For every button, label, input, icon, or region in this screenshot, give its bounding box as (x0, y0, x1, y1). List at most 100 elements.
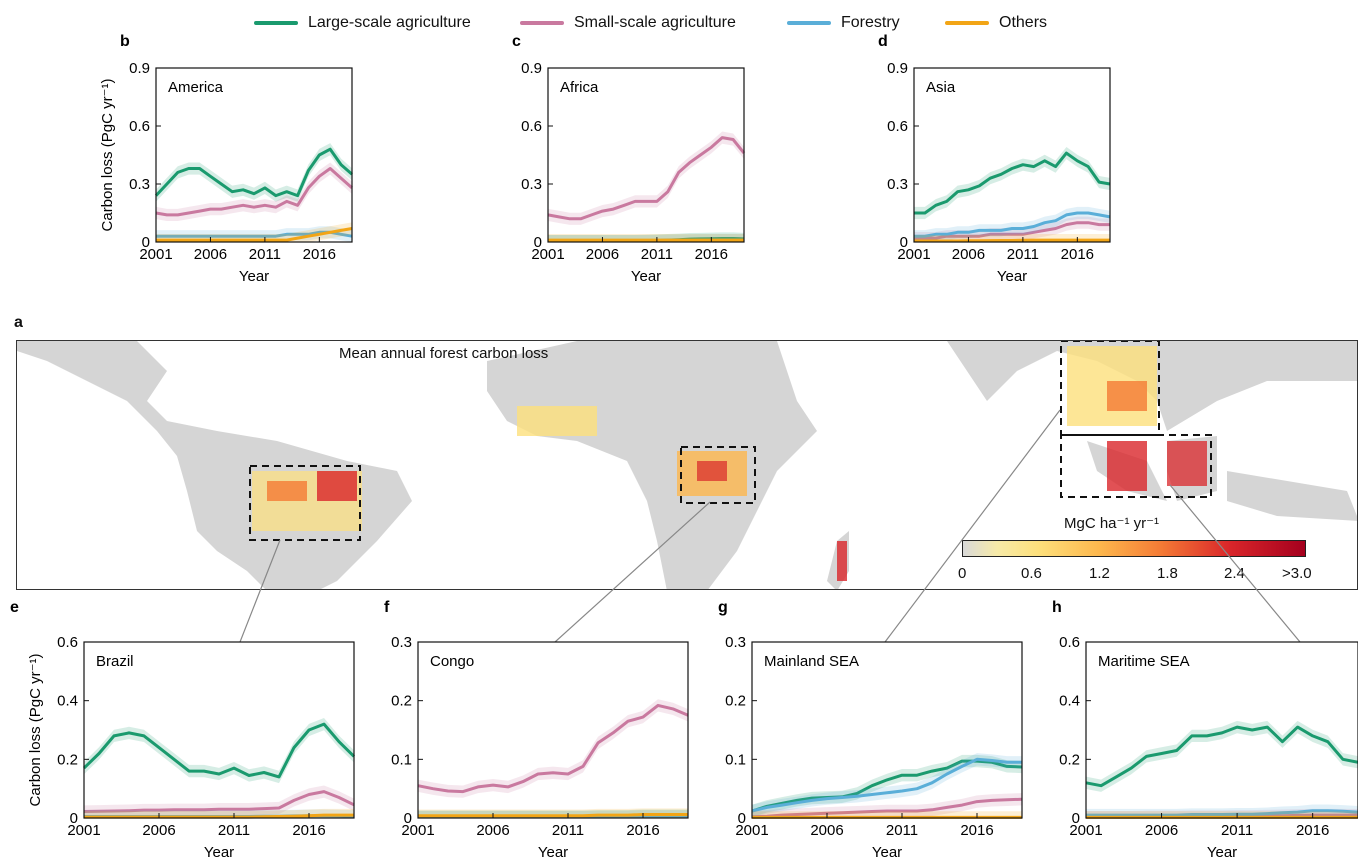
y-tick-label: 0.6 (521, 118, 542, 135)
legend-label: Small-scale agriculture (574, 14, 736, 31)
y-axis-label: Carbon loss (PgC yr⁻¹) (27, 654, 44, 807)
x-tick-label: 2006 (194, 246, 227, 263)
panel-letter-e: e (10, 599, 19, 616)
panel-letter-f: f (384, 599, 390, 616)
colorbar-label: MgC ha⁻¹ yr⁻¹ (1064, 515, 1160, 532)
series-line (156, 227, 353, 242)
panel-title: Africa (560, 79, 599, 96)
x-tick-label: 2011 (552, 822, 584, 839)
y-tick-label: 0.3 (391, 634, 412, 651)
series-line (156, 230, 353, 238)
map-box-congo (680, 446, 756, 504)
x-tick-label: 2001 (139, 246, 172, 263)
plot-frame (547, 67, 745, 243)
series-line (82, 722, 356, 779)
y-tick-label: 0 (142, 234, 150, 251)
chart-legend: Large-scale agriculture Small-scale agri… (0, 8, 1358, 38)
series-line (1086, 809, 1358, 817)
legend-label: Forestry (841, 14, 900, 31)
series-line (751, 759, 1023, 813)
map-region-boxes (249, 341, 1212, 541)
legend-swatch (520, 21, 564, 25)
x-tick-label: 2006 (586, 246, 619, 263)
series-band (752, 793, 1022, 818)
plot-frame (751, 641, 1023, 819)
x-tick-label: 2011 (1221, 822, 1253, 839)
panel-title: Congo (430, 653, 474, 670)
map-box-brazil (249, 465, 361, 541)
x-axis-label: Year (204, 844, 234, 861)
series-band (1086, 720, 1358, 792)
series-line (914, 151, 1111, 215)
plot-frame (155, 67, 353, 243)
x-tick-label: 2001 (67, 822, 100, 839)
map-graphic (17, 341, 1357, 589)
x-tick-label: 2011 (886, 822, 918, 839)
y-tick-label: 0.6 (1059, 634, 1080, 651)
x-tick-label: 2011 (1007, 246, 1039, 263)
y-tick-label: 0 (900, 234, 908, 251)
legend-swatch (787, 21, 831, 25)
y-tick-label: 0.4 (1059, 693, 1080, 710)
x-tick-label: 2016 (1061, 246, 1094, 263)
y-tick-label: 0.9 (887, 60, 908, 77)
legend-item-large-scale: Large-scale agriculture (254, 14, 471, 32)
series-line (751, 757, 1022, 813)
x-axis-label: Year (1207, 844, 1237, 861)
series-band (84, 717, 354, 784)
x-axis-label: Year (239, 268, 269, 285)
y-tick-label: 0.3 (725, 634, 746, 651)
legend-item-small-scale: Small-scale agriculture (520, 14, 736, 32)
y-tick-label: 0.1 (391, 751, 412, 768)
legend-label: Large-scale agriculture (308, 14, 471, 31)
x-tick-label: 2001 (1069, 822, 1102, 839)
x-tick-label: 2001 (401, 822, 434, 839)
x-tick-label: 2016 (960, 822, 993, 839)
panel-title: Asia (926, 79, 956, 96)
legend-item-forestry: Forestry (787, 14, 900, 32)
x-tick-label: 2016 (303, 246, 336, 263)
series-line (914, 238, 1110, 243)
series-line (547, 136, 746, 221)
plot-frame (83, 641, 355, 819)
x-tick-label: 2006 (1145, 822, 1178, 839)
y-tick-label: 0.3 (129, 176, 150, 193)
x-axis-label: Year (872, 844, 902, 861)
legend-swatch (945, 21, 989, 25)
x-tick-label: 2006 (952, 246, 985, 263)
panel-letter-a: a (14, 314, 23, 331)
x-tick-label: 2016 (626, 822, 659, 839)
y-tick-label: 0.2 (725, 693, 746, 710)
y-tick-label: 0.1 (725, 751, 746, 768)
series-line (914, 221, 1110, 240)
panel-title: Maritime SEA (1098, 653, 1190, 670)
panel-title: Brazil (96, 653, 134, 670)
series-line (154, 147, 353, 198)
y-tick-label: 0.6 (129, 118, 150, 135)
y-tick-label: 0.9 (129, 60, 150, 77)
x-tick-label: 2016 (1296, 822, 1329, 839)
y-tick-label: 0.3 (887, 176, 908, 193)
series-band (914, 146, 1110, 220)
map-hotspots (252, 346, 1207, 581)
series-line (155, 167, 353, 217)
y-tick-label: 0.2 (391, 693, 412, 710)
series-line (914, 211, 1111, 238)
series-band (156, 143, 352, 202)
x-tick-label: 2011 (218, 822, 250, 839)
series-band (418, 699, 688, 798)
y-tick-label: 0.9 (521, 60, 542, 77)
y-tick-label: 0 (1072, 810, 1080, 827)
series-line (418, 813, 688, 818)
x-tick-label: 2016 (695, 246, 728, 263)
y-tick-label: 0.2 (1059, 751, 1080, 768)
legend-swatch (254, 21, 298, 25)
y-axis-label: Carbon loss (PgC yr⁻¹) (99, 79, 116, 232)
x-tick-label: 2001 (735, 822, 768, 839)
x-tick-label: 2006 (476, 822, 509, 839)
y-tick-label: 0 (534, 234, 542, 251)
y-tick-label: 0.2 (57, 751, 78, 768)
x-tick-label: 2006 (810, 822, 843, 839)
y-tick-label: 0 (738, 810, 746, 827)
